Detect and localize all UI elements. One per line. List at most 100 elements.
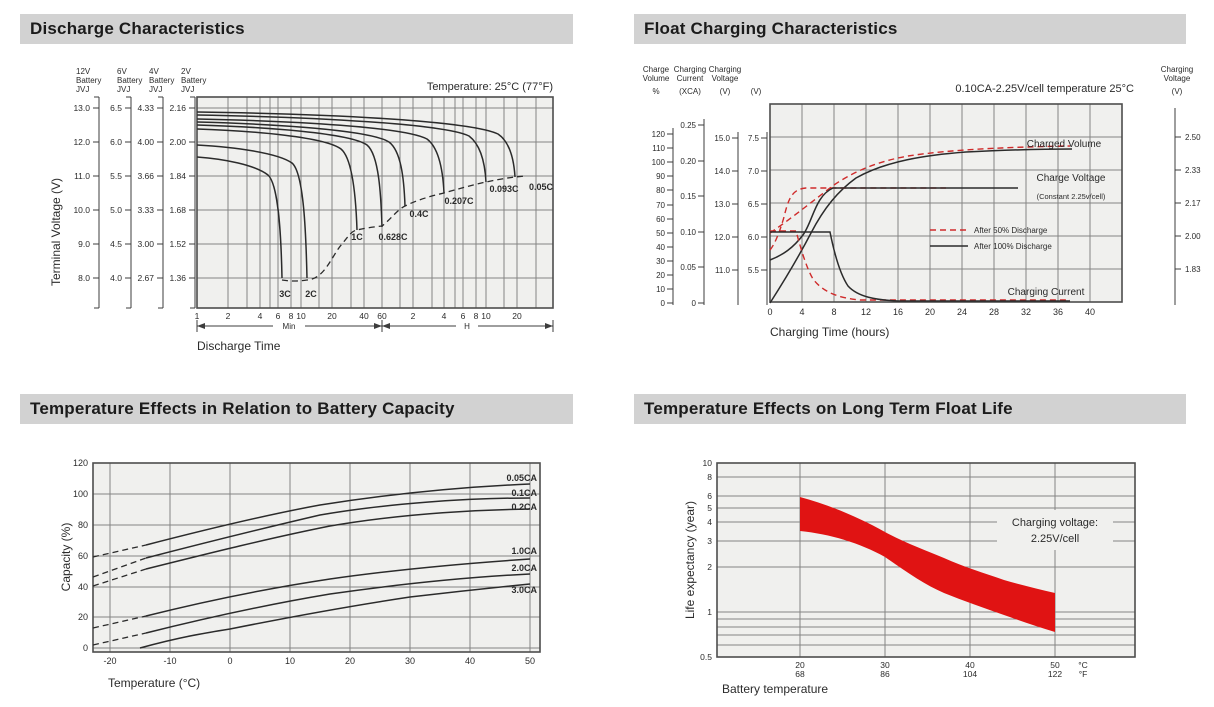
x-tick: 12 (861, 307, 871, 317)
life-expectancy-band (800, 497, 1055, 632)
voltage-tick: 15.0 (714, 134, 730, 143)
scale4-header-line3: JVJ (149, 85, 162, 94)
discharge-temperature-note: Temperature: 25°C (77°F) (427, 81, 553, 93)
rate-label-005c: 0.05C (529, 182, 554, 192)
capacity-section-header: Temperature Effects in Relation to Batte… (20, 394, 573, 424)
curve-20ca (145, 573, 531, 634)
volume-tick: 80 (656, 186, 665, 195)
curve-20ca-dashed (92, 632, 147, 646)
float-axis-ticks: 120 110 100 90 80 70 60 50 40 30 20 10 0… (652, 121, 760, 308)
rate-label-02ca: 0.2CA (511, 502, 537, 512)
life-y-axis-title: Life expectancy (year) (683, 501, 697, 619)
curve-005ca-dashed (92, 544, 147, 558)
scale2-header-line2: Battery (181, 76, 206, 85)
tick-4v: 3.66 (137, 171, 154, 181)
life-annotation: Charging voltage: 2.25V/cell (997, 510, 1113, 550)
curve-02ca (145, 508, 531, 570)
volume-tick: 100 (652, 158, 666, 167)
discharge-x-ticks: 1 2 4 6 8 10 20 40 60 2 4 6 8 10 20 (195, 311, 522, 321)
right-axis-header: Charging (1161, 65, 1193, 74)
x-tick: 4 (799, 307, 804, 317)
discharge-y-axis-title: Terminal Voltage (V) (49, 178, 63, 286)
tick-2v: 1.36 (169, 273, 186, 283)
x-tick: 36 (1053, 307, 1063, 317)
volume-unit: % (652, 87, 659, 96)
tick-2v: 1.52 (169, 239, 186, 249)
tick-4v: 4.33 (137, 103, 154, 113)
x-tick: 2 (226, 311, 231, 321)
scale12-header-line1: 12V (76, 67, 91, 76)
voltage-tick: 14.0 (714, 167, 730, 176)
volume-tick: 0 (661, 299, 666, 308)
charging-current-label: Charging Current (1008, 287, 1085, 298)
y-tick: 120 (73, 458, 88, 468)
float-right-ticks: 2.50 2.33 2.17 2.00 1.83 (1185, 133, 1201, 274)
current-tick: 0.05 (680, 263, 696, 272)
life-x-axis-title: Battery temperature (722, 682, 828, 696)
charged-volume-label: Charged Volume (1027, 139, 1102, 150)
life-plot-border (716, 462, 1136, 658)
tick-2v: 2.16 (169, 103, 186, 113)
x-tick: 2 (411, 311, 416, 321)
y-tick: 80 (78, 520, 88, 530)
volume-tick: 50 (656, 229, 665, 238)
y-tick: 20 (78, 612, 88, 622)
tick-12v: 10.0 (73, 205, 90, 215)
right-tick: 2.33 (1185, 166, 1201, 175)
volume-tick: 40 (656, 243, 665, 252)
discharge-chart: 3C 2C 1C 0.628C 0.4C 0.207C 0.093C 0.05C… (49, 67, 554, 353)
curve-0093c (196, 114, 487, 183)
curve-0628c (196, 124, 383, 228)
tick-4v: 2.67 (137, 273, 154, 283)
x-tick: 0 (227, 656, 232, 666)
float-x-axis-title: Charging Time (hours) (770, 325, 889, 339)
discharge-grid (197, 97, 553, 308)
min-range-label: Min (283, 322, 296, 331)
x-tick-f: 104 (963, 669, 977, 679)
tick-12v: 13.0 (73, 103, 90, 113)
charge-voltage-100 (769, 187, 1018, 261)
annotation-line1: Charging voltage: (1012, 517, 1098, 529)
y-tick: 100 (73, 489, 88, 499)
x-tick: 20 (345, 656, 355, 666)
y-tick: 2 (707, 562, 712, 572)
float-grid (770, 104, 1122, 302)
float-axis-headers: Charge Volume % Charging Current (XCA) C… (643, 65, 1194, 96)
y-tick: 40 (78, 582, 88, 592)
voltage2-tick: 6.0 (748, 233, 760, 242)
voltage2-unit: (V) (751, 87, 762, 96)
float-condition-note: 0.10CA-2.25V/cell temperature 25°C (955, 83, 1134, 95)
capacity-chart: 0.05CA 0.1CA 0.2CA 1.0CA 2.0CA 3.0CA 120… (59, 458, 541, 690)
legend-label-100: After 100% Discharge (974, 242, 1052, 251)
life-y-ticks: 10 8 6 5 4 3 2 1 0.5 (700, 458, 712, 662)
scale2-header-line3: JVJ (181, 85, 194, 94)
voltage-header: Charging (709, 65, 741, 74)
float-charging-chart: Charged Volume Charge Voltage (Constant … (643, 65, 1201, 339)
x-tick: 4 (258, 311, 263, 321)
x-tick-c: 20 (795, 660, 805, 670)
rate-label-0628c: 0.628C (378, 232, 408, 242)
tick-12v: 8.0 (78, 273, 90, 283)
current-tick: 0.15 (680, 192, 696, 201)
discharge-title: Discharge Characteristics (30, 19, 245, 38)
volume-tick: 90 (656, 172, 665, 181)
y-tick: 0 (83, 643, 88, 653)
tick-12v: 9.0 (78, 239, 90, 249)
y-tick: 10 (703, 458, 713, 468)
y-tick: 60 (78, 551, 88, 561)
capacity-rate-labels: 0.05CA 0.1CA 0.2CA 1.0CA 2.0CA 3.0CA (506, 473, 537, 595)
life-title: Temperature Effects on Long Term Float L… (644, 399, 1013, 418)
curve-10ca-dashed (92, 615, 147, 629)
tick-4v: 3.33 (137, 205, 154, 215)
capacity-x-ticks: -20 -10 0 10 20 30 40 50 (103, 656, 535, 666)
y-tick: 4 (707, 517, 712, 527)
curve-1c (196, 128, 358, 231)
y-tick: 0.5 (700, 652, 712, 662)
rate-label-1c: 1C (351, 232, 363, 242)
x-tick: 20 (327, 311, 337, 321)
x-tick: 20 (512, 311, 522, 321)
scale6-header-line1: 6V (117, 67, 127, 76)
life-x-ticks: 20 68 30 86 40 104 50 122 °C °F (795, 660, 1088, 679)
charging-current-100 (770, 231, 1070, 302)
tick-6v: 6.5 (110, 103, 122, 113)
